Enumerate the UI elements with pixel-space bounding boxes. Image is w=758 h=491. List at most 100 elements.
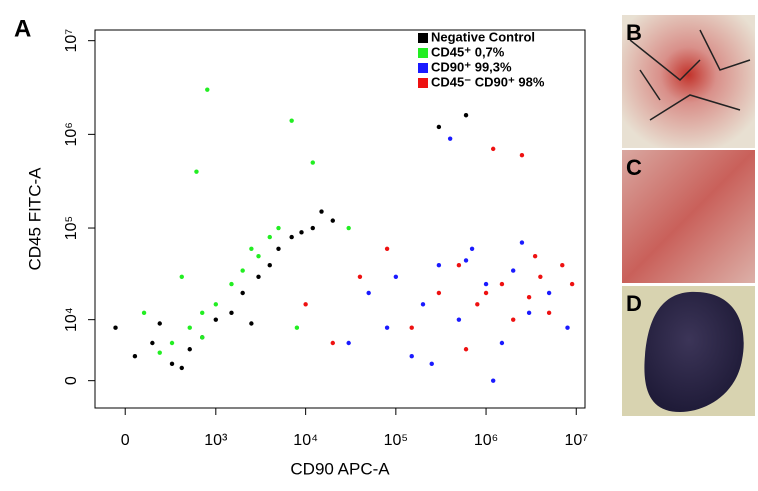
point [256, 253, 261, 259]
point [346, 225, 351, 231]
y-tick-label: 10⁶ [63, 122, 80, 146]
point [569, 281, 575, 287]
plot-frame [94, 29, 586, 409]
point [310, 160, 315, 165]
legend-swatch [418, 48, 428, 58]
point [469, 246, 475, 251]
point [409, 325, 414, 330]
micrograph-c [622, 150, 755, 283]
point [256, 274, 261, 279]
point [157, 321, 162, 326]
x-tick-label: 10⁵ [384, 432, 408, 449]
point [310, 225, 315, 231]
point [511, 317, 516, 322]
point [546, 290, 552, 296]
panel-label: D [626, 291, 642, 316]
point [511, 268, 516, 273]
plot-area [113, 87, 575, 383]
point [200, 310, 205, 316]
point [436, 124, 442, 130]
point [150, 340, 155, 346]
point [463, 113, 469, 118]
point [384, 246, 390, 251]
point [200, 335, 205, 340]
point [546, 310, 552, 316]
point [565, 325, 570, 330]
point [330, 340, 335, 346]
point [249, 246, 254, 251]
point [483, 281, 489, 287]
y-axis-label: CD45 FITC-A [25, 167, 44, 271]
point [249, 321, 254, 326]
point [276, 225, 281, 231]
point [447, 136, 453, 141]
point [330, 218, 335, 223]
point [299, 230, 304, 235]
point [366, 290, 371, 296]
y-tick-label: 0 [63, 376, 80, 385]
point [157, 350, 162, 355]
point [213, 302, 219, 307]
point [526, 294, 532, 300]
x-tick-label: 10⁷ [564, 432, 588, 449]
point [319, 209, 324, 214]
point [289, 118, 294, 123]
legend-label: Negative Control [431, 29, 535, 44]
point [409, 353, 414, 359]
cell-processes [629, 29, 751, 121]
point [475, 302, 480, 307]
point [538, 274, 543, 279]
point [141, 310, 147, 316]
point [532, 253, 538, 259]
legend-swatch [418, 78, 428, 88]
point [205, 87, 210, 92]
point [463, 258, 469, 263]
point [519, 152, 525, 158]
point [420, 302, 426, 307]
x-tick-label: 10³ [204, 432, 228, 449]
point [213, 317, 219, 322]
point [526, 310, 532, 316]
legend-swatch [418, 63, 428, 73]
point [187, 347, 192, 352]
legend-label: CD90⁺ 99,3% [431, 59, 512, 74]
point [169, 361, 175, 367]
point [179, 365, 184, 371]
point [169, 340, 175, 346]
point [436, 290, 442, 296]
point [346, 340, 351, 346]
point [240, 290, 245, 296]
point [179, 274, 184, 279]
point [229, 281, 234, 287]
point [499, 340, 505, 346]
point [429, 361, 434, 367]
legend-label: CD45⁻ CD90⁺ 98% [431, 74, 545, 89]
point [519, 240, 525, 245]
point [194, 169, 199, 174]
point [276, 246, 281, 251]
point [436, 262, 442, 268]
point [113, 325, 118, 330]
legend-label: CD45⁺ 0,7% [431, 44, 505, 59]
point [357, 274, 363, 279]
point [303, 302, 308, 307]
y-tick-label: 10⁴ [63, 307, 80, 332]
x-tick-label: 0 [121, 432, 130, 449]
x-axis-label: CD90 APC-A [290, 459, 390, 478]
point [560, 262, 565, 268]
panel-label: C [626, 155, 642, 180]
point [240, 268, 245, 273]
x-tick-label: 10⁴ [293, 432, 318, 449]
point [267, 234, 272, 240]
point [294, 325, 300, 330]
panel-label: B [626, 20, 642, 45]
point [490, 146, 496, 152]
point [289, 234, 294, 240]
y-tick-label: 10⁵ [63, 216, 80, 240]
point [456, 317, 462, 322]
point [490, 378, 496, 383]
point [463, 347, 469, 352]
